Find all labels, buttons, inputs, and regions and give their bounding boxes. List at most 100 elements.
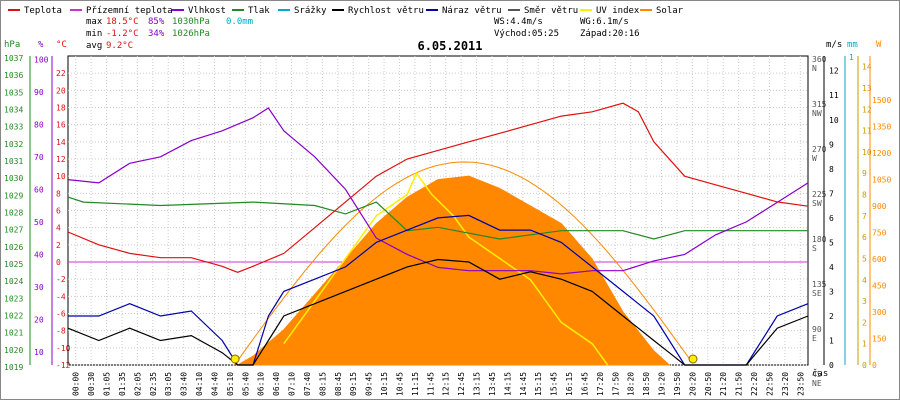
humidity-tick: 30 [34, 283, 44, 292]
pressure-tick: 1033 [4, 123, 23, 132]
stat-max-rain: 0.0mm [226, 17, 253, 27]
x-tick-label: 18:20 [627, 372, 636, 396]
wind-tick: 9 [829, 140, 834, 149]
x-tick-label: 12:45 [457, 372, 466, 396]
direction-tick: 135 [812, 280, 827, 289]
pressure-tick: 1020 [4, 346, 23, 355]
x-tick-label: 05:10 [226, 372, 235, 396]
x-tick-label: 02:05 [133, 372, 142, 396]
x-tick-label: 17:50 [611, 372, 620, 396]
x-tick-label: 00:00 [72, 372, 81, 396]
wind-tick: 10 [829, 116, 839, 125]
series-gust [68, 214, 809, 366]
humidity-tick: 40 [34, 250, 44, 259]
stat-avg-label: avg [86, 41, 102, 51]
x-tick-label: 06:40 [272, 372, 281, 396]
uv-tick: 8 [862, 191, 867, 200]
axes: 1037103610351034103310321031103010291028… [4, 53, 891, 388]
pressure-tick: 1037 [4, 54, 23, 63]
direction-label: NW [812, 109, 822, 118]
stat-min-temp: -1.2°C [106, 29, 139, 39]
uv-tick: 14 [862, 63, 872, 72]
temperature-tick: 16 [56, 121, 66, 130]
x-tick-label: 15:45 [550, 372, 559, 396]
chart-title: 6.05.2011 [417, 39, 482, 53]
legend-label-9: Solar [656, 6, 684, 16]
x-tick-label: 01:05 [103, 372, 112, 396]
solar-unit: W [876, 40, 882, 50]
x-tick-label: 19:50 [673, 372, 682, 396]
solar-tick: 1350 [872, 123, 891, 132]
temperature-tick: 2 [56, 241, 61, 250]
solar-clear-sky-curve [234, 161, 690, 366]
x-tick-label: 04:40 [210, 372, 219, 396]
temperature-tick: -10 [56, 344, 71, 353]
humidity-tick: 100 [34, 55, 49, 64]
stat-max-press: 1030hPa [172, 17, 210, 27]
temperature-tick: -6 [56, 310, 66, 319]
wind-tick: 4 [829, 263, 834, 272]
x-tick-label: 22:20 [750, 372, 759, 396]
legend-label-3: Tlak [248, 6, 270, 16]
temperature-tick: -2 [56, 275, 66, 284]
x-tick-label: 01:35 [118, 372, 127, 396]
direction-tick: 360 [812, 55, 827, 64]
x-tick-label: 10:15 [380, 372, 389, 396]
series-uv-index [283, 171, 609, 366]
pressure-tick: 1028 [4, 209, 23, 218]
solar-tick: 600 [872, 255, 887, 264]
x-tick-label: 14:45 [519, 372, 528, 396]
direction-tick: 225 [812, 190, 827, 199]
wind-tick: 8 [829, 165, 834, 174]
stat-max-hum: 85% [148, 17, 165, 27]
stat-wg: WG:6.1m/s [580, 17, 629, 27]
x-tick-label: 13:15 [473, 372, 482, 396]
direction-tick: 270 [812, 145, 827, 154]
x-tick-label: 03:05 [164, 372, 173, 396]
uv-tick: 5 [862, 254, 867, 263]
humidity-tick: 80 [34, 120, 44, 129]
x-tick-label: 17:20 [596, 372, 605, 396]
uv-tick: 4 [862, 276, 867, 285]
solar-tick: 1050 [872, 176, 891, 185]
stat-sunset: Západ:20:16 [580, 29, 640, 39]
direction-label: SW [812, 199, 822, 208]
direction-label: W [812, 154, 817, 163]
x-tick-label: 03:40 [180, 372, 189, 396]
solar-tick: 750 [872, 229, 887, 238]
legend: Teplota Přízemní teplota Vlhkost Tlak Srážky… [8, 6, 684, 16]
uv-tick: 11 [862, 127, 872, 136]
pressure-tick: 1021 [4, 329, 23, 338]
legend-label-6: Náraz větru [442, 6, 502, 16]
stat-max-temp: 18.5°C [106, 17, 139, 27]
series-solar [237, 175, 671, 366]
wind-tick: 5 [829, 238, 834, 247]
x-tick-label: 05:40 [241, 372, 250, 396]
x-tick-label: 08:15 [318, 372, 327, 396]
solar-tick: 900 [872, 202, 887, 211]
stat-avg-temp: 9.2°C [106, 41, 133, 51]
direction-label: E [812, 334, 817, 343]
legend-label-8: UV index [596, 6, 640, 16]
temperature-tick: -8 [56, 327, 66, 336]
x-tick-label: 13:45 [488, 372, 497, 396]
humidity-tick: 20 [34, 315, 44, 324]
direction-tick: 315 [812, 100, 827, 109]
solar-tick: 1200 [872, 149, 891, 158]
x-axis-label: čas [812, 368, 828, 379]
pressure-tick: 1030 [4, 174, 23, 183]
pressure-tick: 1026 [4, 243, 23, 252]
sunset-marker [688, 354, 698, 364]
uv-tick: 10 [862, 148, 872, 157]
plot-area [67, 102, 809, 366]
pressure-tick: 1024 [4, 277, 23, 286]
uv-tick: 0 [862, 361, 867, 370]
pressure-tick: 1036 [4, 71, 23, 80]
x-tick-label: 15:15 [534, 372, 543, 396]
x-tick-label: 07:10 [288, 372, 297, 396]
wind-tick: 11 [829, 91, 839, 100]
temperature-tick: 14 [56, 138, 66, 147]
wind-tick: 6 [829, 214, 834, 223]
temperature-unit: °C [56, 40, 67, 50]
